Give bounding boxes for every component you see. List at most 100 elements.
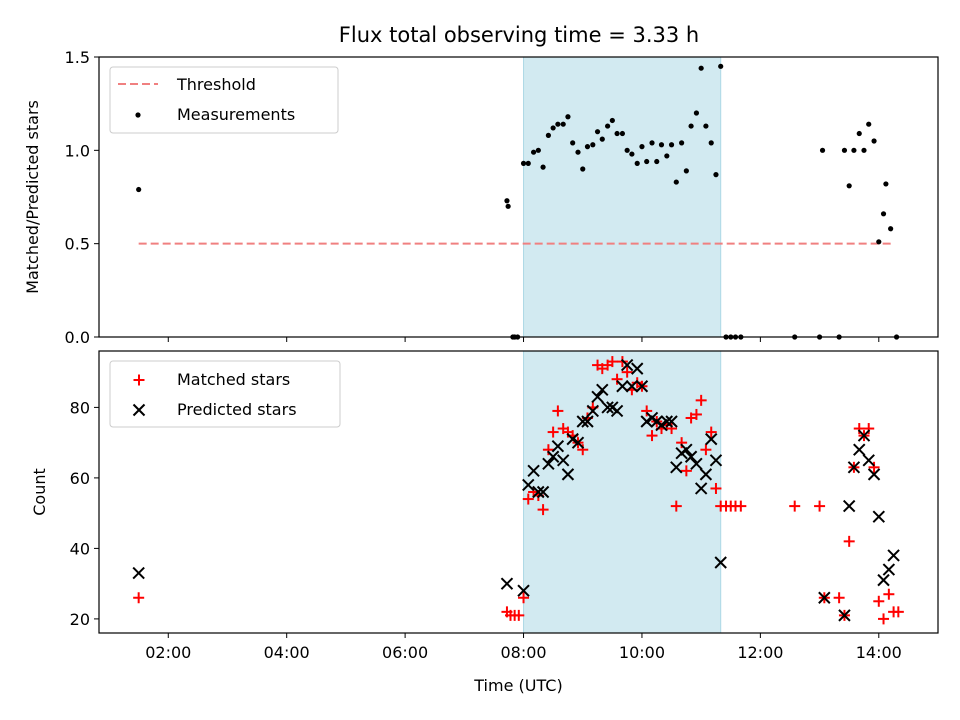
measurement-point <box>668 142 675 148</box>
legend-x-glyph <box>132 403 146 417</box>
predicted-star-point <box>635 380 649 393</box>
predicted-star-point <box>882 563 896 576</box>
measurement-point <box>560 121 566 127</box>
measurement-point <box>540 164 546 170</box>
measurement-point <box>693 110 700 116</box>
measurement-point <box>634 160 640 166</box>
predicted-star-point <box>517 584 530 597</box>
measurement-point <box>580 166 586 172</box>
measurement-point <box>683 168 689 174</box>
measurement-point <box>599 136 605 142</box>
predicted-star-point <box>631 362 644 375</box>
measurement-point <box>545 132 552 138</box>
predicted-star-point <box>551 439 565 453</box>
measurement-point <box>658 142 665 148</box>
matched-star-point <box>695 394 707 406</box>
matched-star-point <box>621 366 633 378</box>
measurement-point <box>708 140 714 146</box>
predicted-star-point <box>527 464 540 478</box>
predicted-star-point <box>571 436 585 449</box>
measurement-point <box>688 123 694 129</box>
measurement-point <box>664 153 670 159</box>
matched-star-point <box>883 588 895 600</box>
matched-star-point <box>843 535 855 547</box>
chart-title: Flux total observing time = 3.33 h <box>339 23 699 47</box>
measurement-point <box>584 144 591 150</box>
x-tick-label: 02:00 <box>145 643 191 662</box>
predicted-star-point <box>867 468 881 481</box>
matched-star-point <box>700 444 712 456</box>
matched-star-point <box>611 373 623 385</box>
predicted-star-point <box>690 457 703 471</box>
measurement-point <box>614 130 620 137</box>
measurement-point <box>555 121 561 127</box>
predicted-star-point <box>576 415 589 428</box>
matched-star-point <box>680 465 692 477</box>
x-tick-label: 08:00 <box>500 643 546 662</box>
measurement-point <box>880 211 887 217</box>
measurement-point <box>590 142 596 148</box>
predicted-star-point <box>684 450 698 463</box>
measurement-point <box>136 186 142 193</box>
ratio-legend-box <box>109 66 339 134</box>
matched-star-point <box>814 500 826 512</box>
measurement-point <box>883 181 889 187</box>
measurement-point <box>871 138 877 144</box>
matched-star-point <box>705 426 717 438</box>
legend-plus-glyph <box>133 374 145 386</box>
measurement-point <box>673 179 679 185</box>
measurement-point <box>575 149 581 155</box>
predicted-star-point <box>616 380 629 393</box>
predicted-star-point <box>566 432 579 446</box>
predicted-star-point <box>660 415 674 428</box>
measurement-point <box>619 130 626 137</box>
ratio-y-axis-label: Matched/Predicted stars <box>23 100 42 294</box>
matched-star-point <box>537 504 549 516</box>
measurement-point <box>520 160 527 166</box>
legend-measurements-swatch <box>135 112 141 118</box>
predicted-star-point <box>705 432 718 446</box>
x-tick-label: 04:00 <box>264 643 310 662</box>
matched-star-point <box>670 500 682 512</box>
measurement-point <box>718 63 724 69</box>
predicted-star-point <box>500 577 514 590</box>
matched-star-point <box>606 356 618 368</box>
measurement-point <box>504 198 510 204</box>
matched-star-point <box>710 482 722 494</box>
measurement-point <box>609 117 615 124</box>
predicted-star-point <box>546 450 560 463</box>
matched-star-point <box>133 592 145 604</box>
matched-star-point <box>878 613 890 625</box>
measurement-point <box>594 129 601 135</box>
matched-star-point <box>789 500 801 512</box>
predicted-star-point <box>132 566 145 580</box>
measurement-point <box>624 147 630 153</box>
legend-matched-label: Matched stars <box>177 370 290 389</box>
matched-star-point <box>518 592 530 604</box>
y-tick-label: 1.5 <box>65 48 90 67</box>
ratio-panel: 0.0 0.5 1.0 1.5 Matched/Predicted stars Thr… <box>23 48 939 347</box>
predicted-star-point <box>694 482 708 495</box>
matched-star-point <box>646 430 658 442</box>
predicted-star-point <box>586 404 600 418</box>
predicted-star-point <box>542 457 555 471</box>
measurement-point <box>846 183 852 189</box>
y-tick-label: 40 <box>70 539 90 558</box>
predicted-star-point <box>853 443 866 456</box>
legend-matched-swatch <box>133 374 145 386</box>
measurement-point <box>876 239 882 245</box>
predicted-star-point <box>556 454 570 467</box>
measurement-point <box>535 147 541 153</box>
predicted-star-point <box>591 390 604 404</box>
matched-star-point <box>522 493 534 505</box>
predicted-star-point <box>665 415 678 428</box>
count-y-ticks: 20 40 60 80 <box>70 398 99 629</box>
matched-star-point <box>873 595 885 607</box>
legend-threshold-label: Threshold <box>176 75 256 94</box>
predicted-star-point <box>522 478 535 492</box>
ratio-legend: Threshold Measurements <box>109 66 339 134</box>
matched-star-point <box>892 606 904 618</box>
predicted-star-point <box>670 461 683 474</box>
predicted-star-point <box>709 454 723 467</box>
predicted-star-point <box>532 485 545 499</box>
